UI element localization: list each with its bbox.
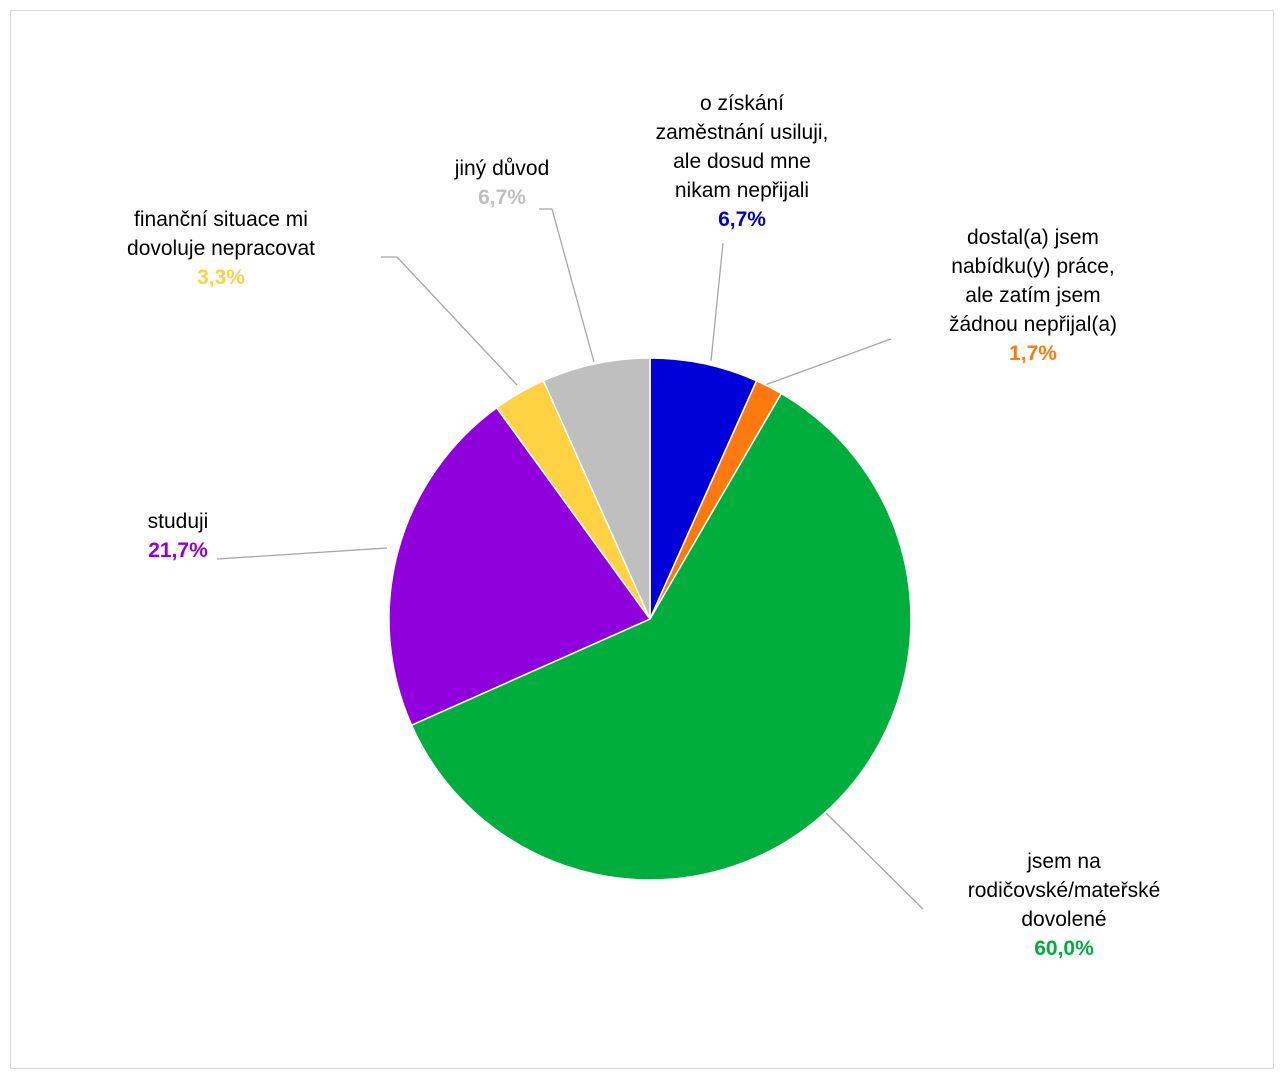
slice-label: o získání zaměstnání usiluji, ale dosud mn…: [656, 89, 829, 234]
slice-value-label: 6,7%: [718, 208, 766, 231]
slice-label-text: studuji: [147, 510, 209, 533]
leader-line: [764, 338, 892, 386]
slice-label: studuji 21,7%: [148, 507, 209, 565]
slice-label: jsem na rodičovské/mateřské dovolené 60,0%: [968, 847, 1161, 963]
slice-label-text: rodičovské/mateřské: [967, 879, 1161, 902]
pie-slices: [388, 357, 912, 881]
slice-label-text: ale zatím jsem: [965, 284, 1101, 307]
leader-line: [381, 256, 518, 386]
slice-label-text: o získání: [699, 92, 785, 115]
slice-value-label: 1,7%: [1009, 342, 1057, 365]
pie-slice: [649, 357, 758, 620]
slice-label-text: finanční situace mi: [134, 208, 308, 231]
leader-line: [825, 812, 924, 910]
slice-label: finanční situace mi dovoluje nepracovat 3,…: [127, 205, 315, 292]
slice-label-text: dovolené: [1021, 908, 1107, 931]
pie-chart: [216, 208, 924, 910]
slice-label-text: nikam nepřijali: [674, 179, 810, 202]
slice-label-text: jsem na: [1027, 850, 1101, 873]
slice-value-label: 3,3%: [197, 266, 245, 289]
slice-label: jiný důvod 6,7%: [455, 154, 550, 212]
pie-slice: [410, 392, 912, 881]
leader-line: [539, 208, 595, 363]
leader-line: [710, 242, 724, 362]
slice-label-text: dovoluje nepracovat: [127, 237, 315, 260]
slice-value-label: 21,7%: [148, 539, 208, 562]
slice-label-text: ale dosud mne: [673, 150, 811, 173]
slice-label: dostal(a) jsem nabídku(y) práce, ale zatím…: [949, 223, 1117, 368]
pie-slice: [542, 357, 651, 620]
slice-label-text: nabídku(y) práce,: [951, 255, 1115, 278]
slice-label-text: jiný důvod: [454, 157, 550, 180]
slice-label-text: žádnou nepřijal(a): [948, 313, 1118, 336]
chart-area: o získání zaměstnání usiluji, ale dosud mn…: [10, 10, 1274, 1069]
slice-value-label: 6,7%: [478, 186, 526, 209]
slice-value-label: 60,0%: [1034, 937, 1094, 960]
slice-label-text: zaměstnání usiluji,: [655, 121, 829, 144]
leader-line: [216, 547, 388, 560]
pie-slice: [388, 406, 652, 727]
slice-label-text: dostal(a) jsem: [967, 226, 1099, 249]
leader-lines: [216, 208, 924, 910]
